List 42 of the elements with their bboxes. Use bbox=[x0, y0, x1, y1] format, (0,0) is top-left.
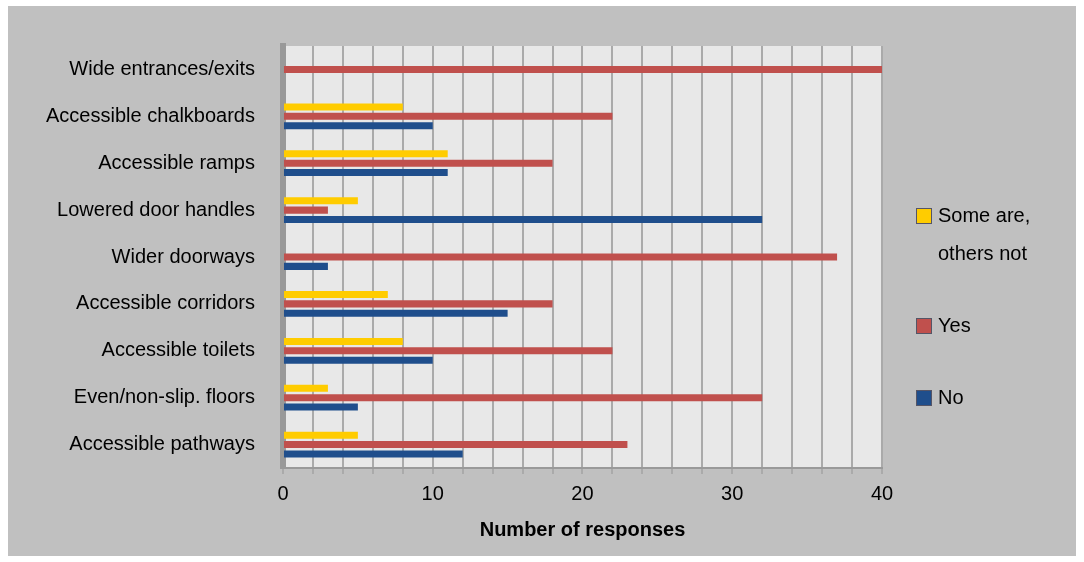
bar bbox=[283, 159, 553, 167]
bar bbox=[283, 431, 358, 439]
y-tick-label: Accessible toilets bbox=[101, 338, 255, 361]
bar bbox=[283, 441, 628, 449]
bar bbox=[283, 290, 388, 299]
legend-label: No bbox=[938, 385, 964, 410]
legend-label: Yes bbox=[938, 313, 971, 338]
x-tick-label: 20 bbox=[571, 481, 594, 504]
bar bbox=[283, 394, 763, 402]
bar bbox=[283, 122, 433, 130]
x-axis-title: Number of responses bbox=[479, 517, 686, 540]
bar bbox=[283, 65, 882, 73]
y-tick-label: Wide entrances/exits bbox=[69, 56, 255, 79]
bar bbox=[283, 262, 328, 270]
x-tick-label: 0 bbox=[277, 481, 289, 504]
x-tick-label: 30 bbox=[721, 481, 744, 504]
y-tick-label: Accessible pathways bbox=[69, 432, 255, 455]
y-tick-label: Lowered door handles bbox=[57, 197, 255, 220]
bar bbox=[283, 300, 553, 308]
bar bbox=[283, 206, 328, 214]
x-tick-label: 40 bbox=[870, 481, 894, 504]
bar bbox=[283, 169, 448, 177]
bar bbox=[283, 197, 358, 205]
y-tick-label: Accessible ramps bbox=[98, 150, 255, 173]
y-tick-label: Wider doorways bbox=[111, 244, 255, 267]
bar bbox=[283, 215, 763, 224]
legend-label: Some are, others not bbox=[938, 203, 1032, 266]
y-tick-label: Accessible chalkboards bbox=[45, 103, 255, 126]
bar bbox=[283, 103, 403, 111]
bar bbox=[283, 309, 508, 317]
bar bbox=[283, 450, 463, 458]
bar bbox=[283, 347, 613, 355]
bar bbox=[283, 150, 448, 158]
bar bbox=[283, 403, 358, 411]
y-tick-label: Even/non-slip. floors bbox=[73, 385, 255, 408]
bar bbox=[283, 337, 403, 345]
bar bbox=[283, 253, 838, 261]
y-tick-label: Accessible corridors bbox=[76, 291, 255, 314]
x-tick-label: 10 bbox=[421, 481, 444, 504]
bar bbox=[283, 112, 613, 120]
bar bbox=[283, 356, 433, 364]
bar bbox=[283, 384, 328, 392]
